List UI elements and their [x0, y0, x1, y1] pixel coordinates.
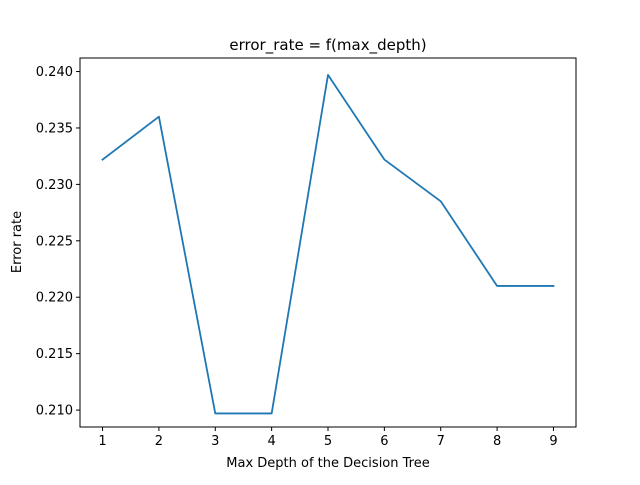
- x-tick-label: 8: [493, 434, 501, 449]
- y-tick-label: 0.210: [36, 404, 73, 419]
- chart-title: error_rate = f(max_depth): [229, 36, 426, 55]
- x-tick-label: 2: [155, 434, 163, 449]
- x-tick-label: 3: [211, 434, 219, 449]
- x-tick-label: 4: [267, 434, 275, 449]
- y-tick-label: 0.215: [36, 347, 73, 362]
- x-tick-label: 1: [98, 434, 106, 449]
- x-tick-label: 6: [380, 434, 388, 449]
- x-tick-label: 5: [324, 434, 332, 449]
- y-tick-label: 0.225: [36, 234, 73, 249]
- y-tick-label: 0.230: [36, 178, 73, 193]
- y-tick-label: 0.220: [36, 291, 73, 306]
- y-tick-label: 0.240: [36, 65, 73, 80]
- x-axis-label: Max Depth of the Decision Tree: [226, 456, 429, 471]
- y-axis-label: Error rate: [10, 211, 25, 273]
- x-tick-label: 7: [437, 434, 445, 449]
- y-tick-label: 0.235: [36, 121, 73, 136]
- x-tick-label: 9: [549, 434, 557, 449]
